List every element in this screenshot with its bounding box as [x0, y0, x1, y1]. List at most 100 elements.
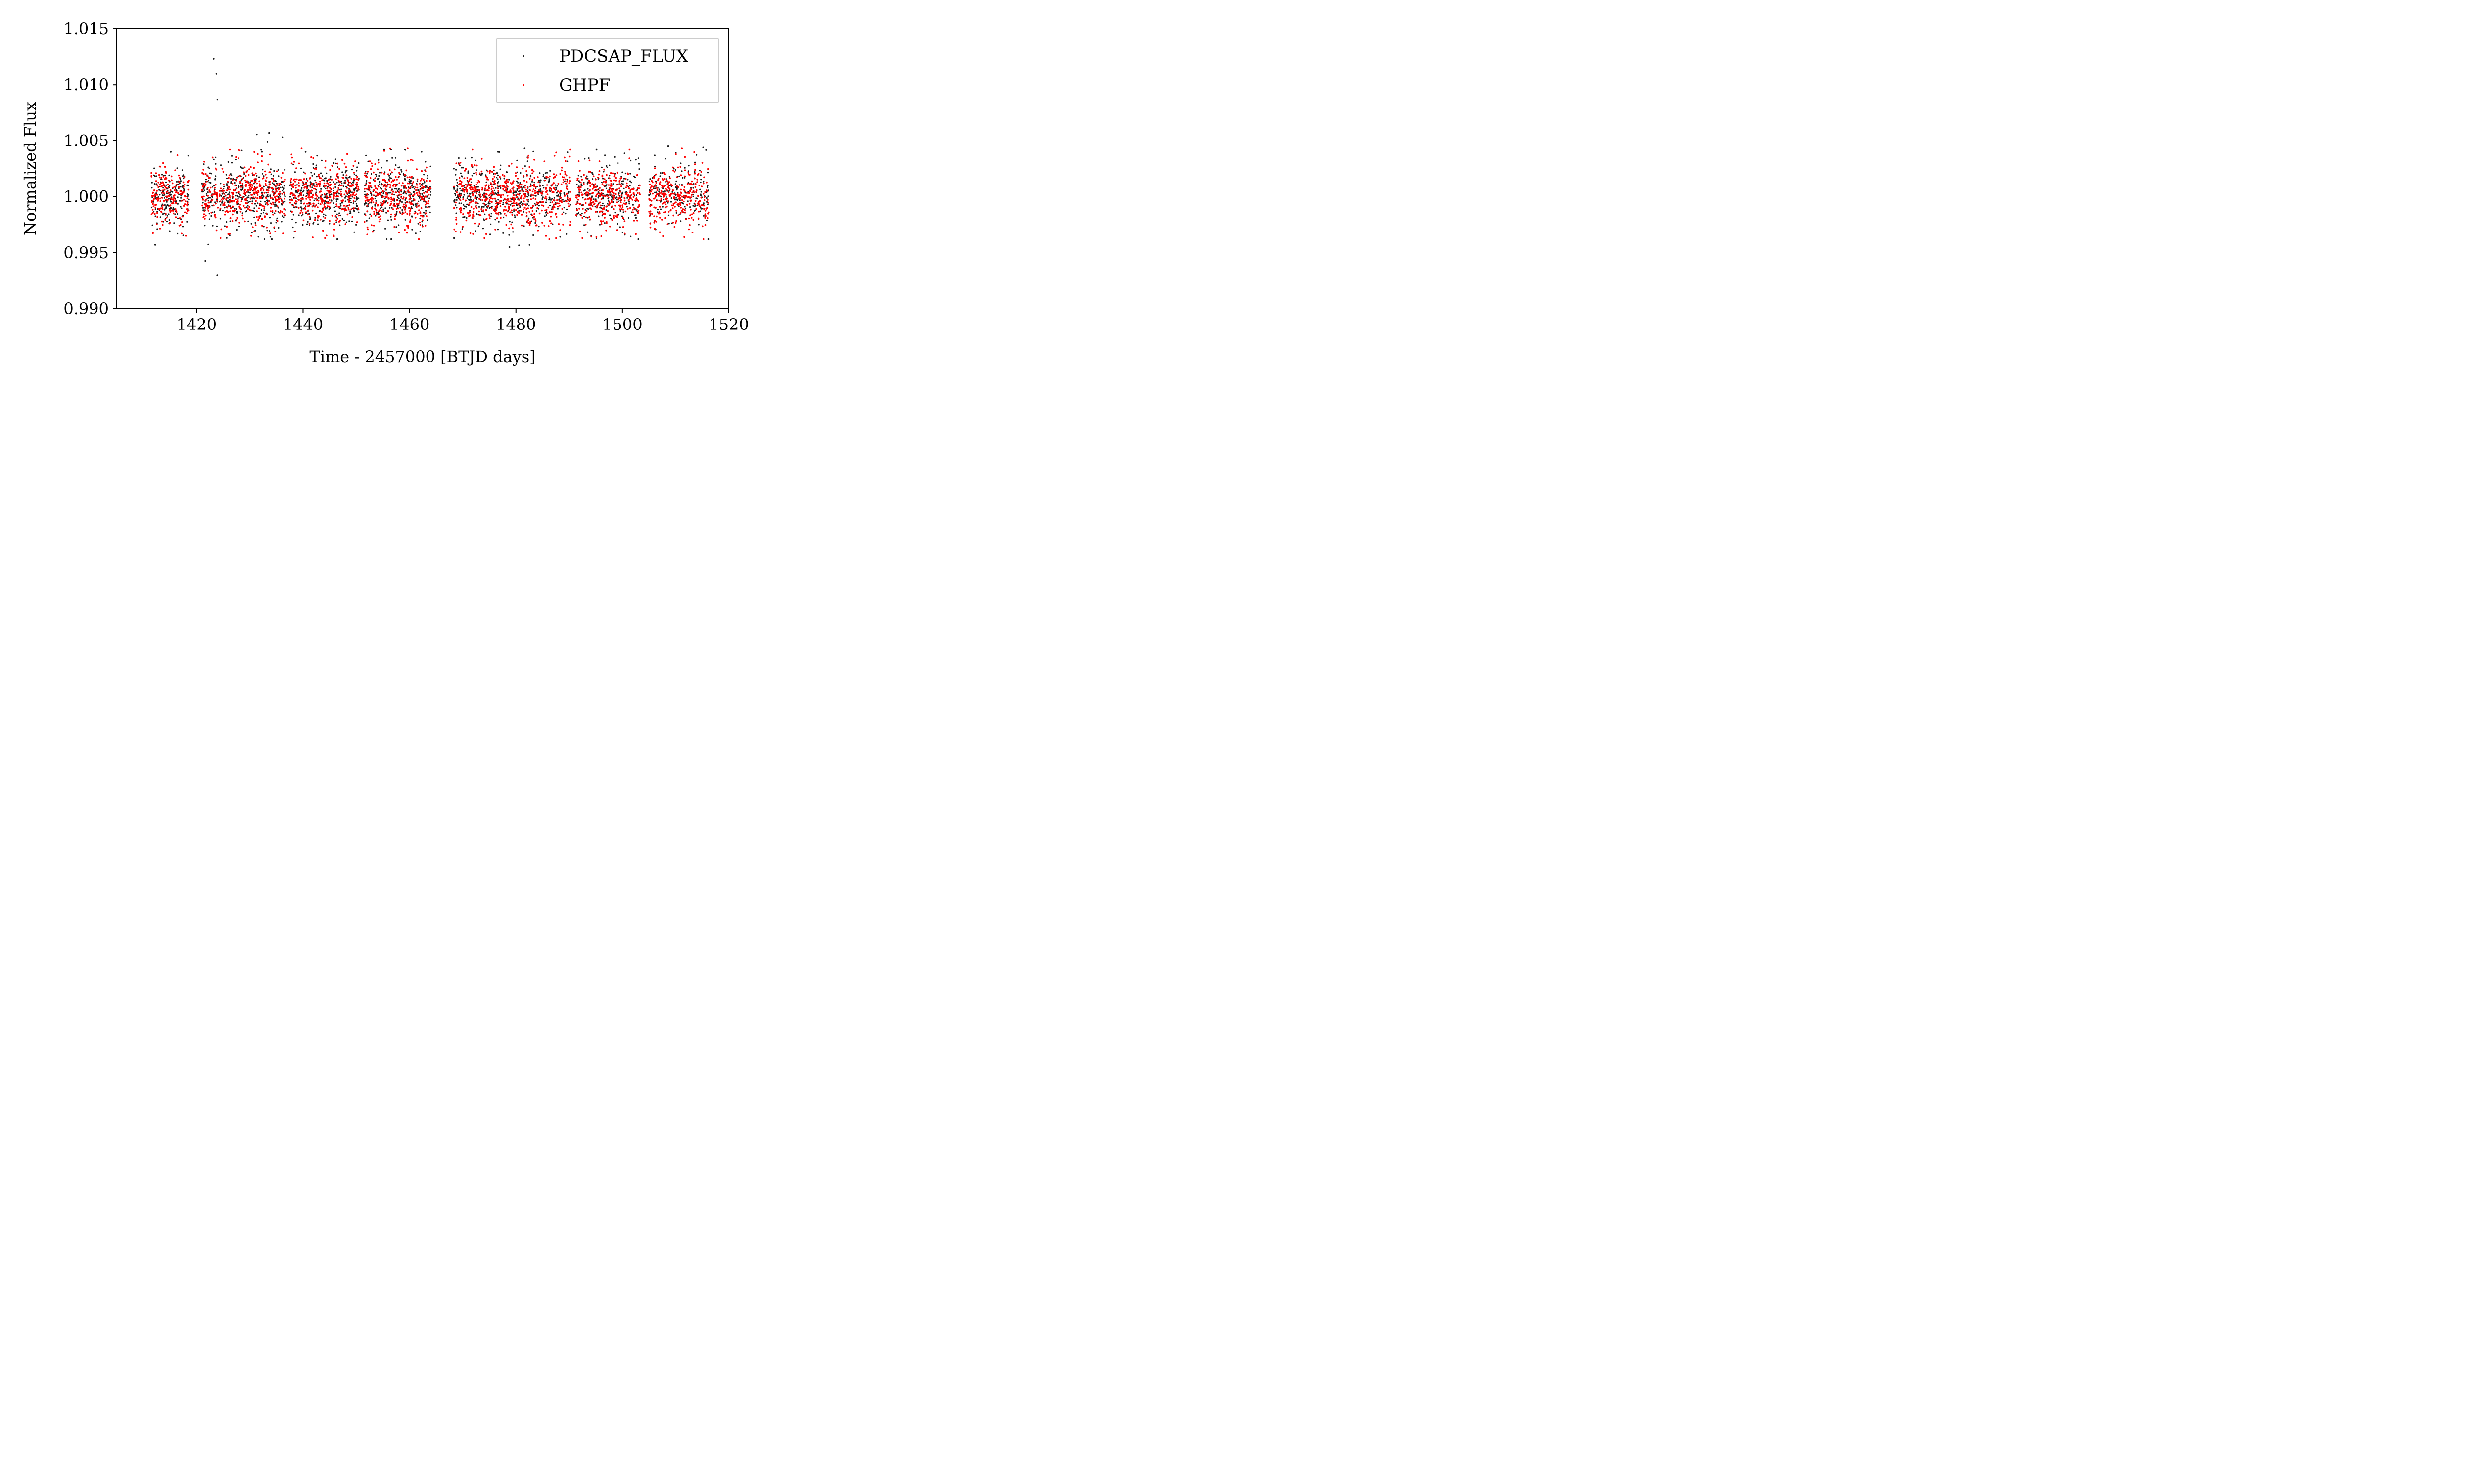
data-point	[340, 205, 342, 207]
data-point	[392, 180, 394, 182]
data-point	[280, 177, 283, 179]
data-point	[378, 220, 381, 223]
data-point	[423, 212, 425, 214]
data-point	[497, 203, 499, 205]
data-point	[305, 205, 307, 207]
data-point	[325, 214, 327, 216]
data-point	[696, 179, 698, 181]
data-point	[698, 224, 700, 226]
data-point	[205, 179, 207, 181]
data-point	[247, 205, 249, 207]
data-point	[231, 174, 233, 176]
data-point	[649, 223, 652, 225]
data-point	[272, 191, 274, 193]
data-point	[469, 178, 471, 180]
data-point	[502, 174, 504, 176]
data-point	[398, 175, 400, 178]
data-point	[215, 229, 218, 232]
data-point	[476, 196, 478, 198]
data-point	[389, 177, 391, 179]
data-point	[181, 221, 183, 223]
data-point	[422, 183, 424, 185]
data-point	[626, 182, 628, 185]
data-point	[357, 186, 359, 188]
data-point	[678, 175, 680, 177]
data-point	[308, 190, 310, 192]
data-point	[612, 183, 614, 185]
data-point	[520, 196, 522, 198]
data-point	[240, 180, 242, 182]
data-point	[159, 228, 161, 230]
data-point	[366, 226, 369, 229]
data-point	[518, 212, 520, 214]
data-point	[497, 213, 500, 216]
data-point	[557, 194, 559, 196]
data-point	[388, 178, 390, 180]
data-point	[674, 222, 677, 224]
data-point	[294, 197, 296, 199]
data-point	[517, 193, 519, 195]
data-point	[214, 193, 216, 195]
data-point	[317, 219, 319, 221]
data-point	[497, 181, 500, 183]
data-point	[531, 172, 533, 175]
data-point	[400, 193, 402, 196]
data-point	[631, 188, 633, 190]
data-point	[261, 151, 263, 153]
data-point	[241, 178, 244, 180]
data-point	[258, 180, 260, 183]
data-point	[592, 201, 594, 203]
data-point	[340, 200, 342, 202]
data-point	[172, 191, 174, 193]
data-point	[277, 193, 280, 195]
data-point	[203, 161, 205, 163]
data-point	[257, 161, 259, 164]
data-point	[594, 189, 596, 192]
data-point	[418, 238, 420, 240]
data-point	[391, 193, 393, 195]
data-point	[344, 197, 346, 199]
data-point	[612, 194, 614, 197]
data-point	[664, 178, 666, 180]
data-point	[366, 188, 368, 190]
data-point	[308, 189, 310, 191]
data-point	[496, 201, 498, 204]
data-point	[242, 177, 244, 179]
data-point	[695, 197, 697, 199]
data-point	[650, 204, 653, 206]
data-point	[544, 215, 546, 217]
data-point	[266, 226, 268, 229]
data-point	[495, 187, 497, 189]
data-point	[499, 200, 501, 202]
data-point	[167, 194, 170, 197]
data-point	[326, 182, 328, 184]
data-point	[701, 186, 703, 187]
data-point	[171, 210, 173, 212]
data-point	[585, 224, 587, 226]
data-point	[421, 185, 423, 186]
data-point	[308, 223, 311, 225]
data-point	[277, 207, 279, 209]
data-point	[258, 197, 261, 199]
data-point	[310, 191, 312, 193]
data-point	[588, 170, 590, 173]
data-point	[404, 229, 406, 231]
data-point	[172, 208, 174, 210]
data-point	[416, 180, 419, 182]
data-point	[687, 191, 689, 193]
data-point	[468, 215, 470, 217]
data-point	[324, 193, 326, 195]
data-point	[531, 214, 533, 217]
data-point	[380, 194, 382, 196]
data-point	[365, 184, 367, 186]
data-point	[458, 195, 460, 197]
data-point	[700, 174, 702, 176]
data-point	[458, 202, 460, 204]
data-point	[667, 185, 670, 187]
data-point	[523, 211, 525, 213]
data-point	[475, 169, 477, 171]
data-point	[263, 209, 265, 211]
data-point	[345, 166, 347, 168]
data-point	[159, 216, 161, 218]
data-point	[498, 194, 500, 196]
